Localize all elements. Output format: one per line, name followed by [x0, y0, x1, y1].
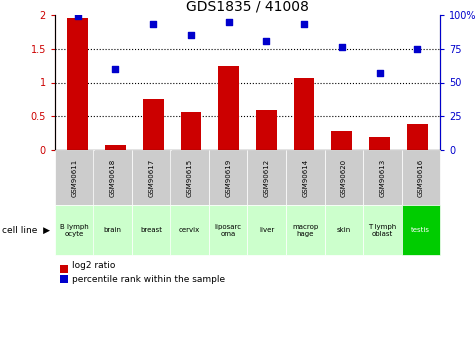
Text: GSM90616: GSM90616: [418, 158, 424, 197]
Bar: [67, 18, 88, 150]
Text: GSM90620: GSM90620: [341, 158, 347, 197]
Text: cervix: cervix: [179, 227, 200, 233]
Point: [338, 45, 346, 50]
Text: GSM90615: GSM90615: [187, 158, 193, 197]
Bar: [143, 99, 163, 150]
Text: GSM90618: GSM90618: [110, 158, 116, 197]
Text: testis: testis: [411, 227, 430, 233]
Point: [225, 19, 232, 24]
Point: [300, 22, 308, 27]
Bar: [105, 145, 126, 150]
Text: GSM90611: GSM90611: [71, 158, 77, 197]
Bar: [407, 124, 428, 150]
Text: GSM90619: GSM90619: [225, 158, 231, 197]
Text: skin: skin: [337, 227, 351, 233]
Point: [149, 22, 157, 27]
Point: [376, 70, 383, 76]
Text: log2 ratio: log2 ratio: [72, 262, 115, 270]
Bar: [180, 111, 201, 150]
Bar: [369, 137, 390, 150]
Text: GSM90617: GSM90617: [148, 158, 154, 197]
Point: [112, 66, 119, 72]
Point: [263, 38, 270, 43]
Bar: [294, 78, 314, 150]
Text: B lymph
ocyte: B lymph ocyte: [60, 224, 89, 237]
Text: liposarc
oma: liposarc oma: [215, 224, 242, 237]
Text: GSM90614: GSM90614: [302, 158, 308, 197]
Point: [414, 46, 421, 51]
Bar: [218, 66, 239, 150]
Text: percentile rank within the sample: percentile rank within the sample: [72, 276, 225, 285]
Bar: [332, 131, 352, 150]
Text: brain: brain: [104, 227, 122, 233]
Text: macrop
hage: macrop hage: [292, 224, 318, 237]
Text: cell line  ▶: cell line ▶: [2, 226, 50, 235]
Text: GSM90613: GSM90613: [379, 158, 385, 197]
Point: [187, 32, 195, 38]
Text: T lymph
oblast: T lymph oblast: [368, 224, 396, 237]
Bar: [256, 109, 277, 150]
Point: [74, 13, 81, 19]
Text: GSM90612: GSM90612: [264, 158, 270, 197]
Text: liver: liver: [259, 227, 275, 233]
Title: GDS1835 / 41008: GDS1835 / 41008: [186, 0, 309, 14]
Text: breast: breast: [140, 227, 162, 233]
